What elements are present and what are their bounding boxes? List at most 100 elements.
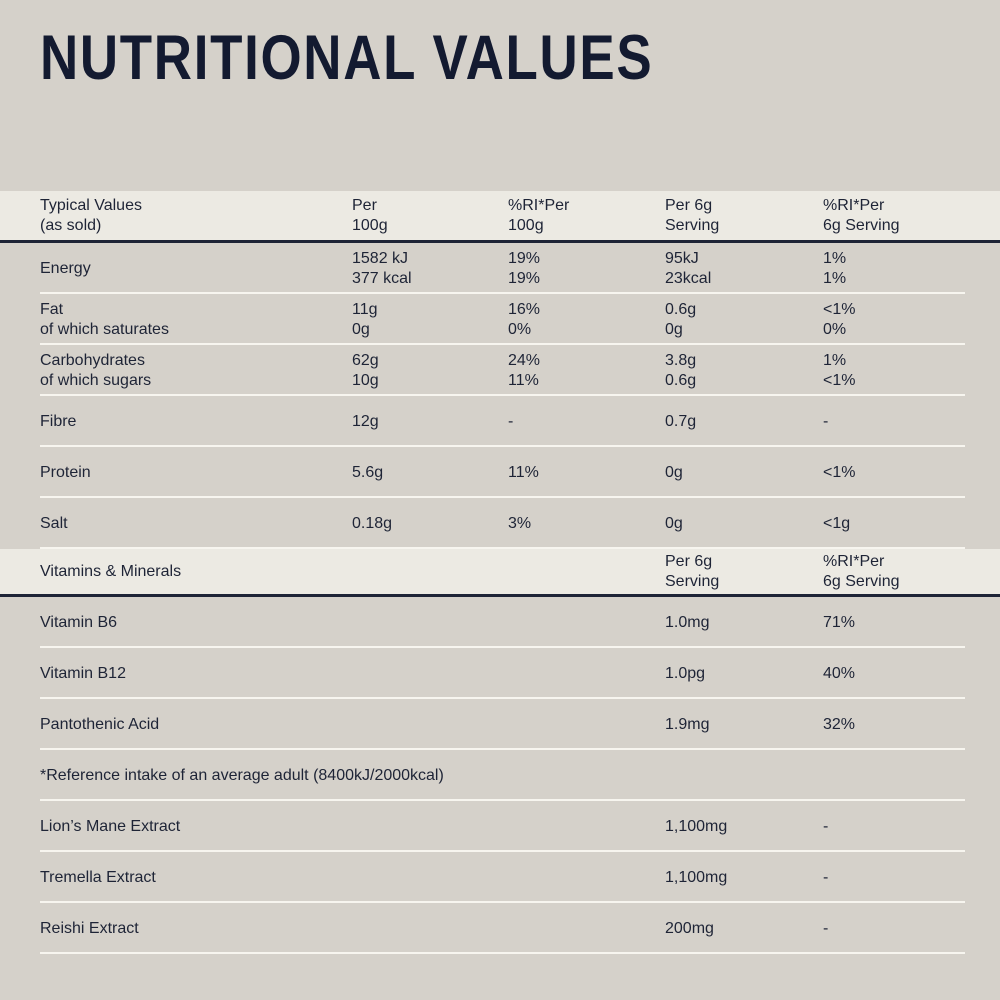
cell-per-6g: 0.7g xyxy=(665,396,823,447)
cell-per-6g: 0g xyxy=(665,447,823,498)
cell-line: 0% xyxy=(508,320,532,338)
cell-line: 10g xyxy=(352,371,379,389)
cell-line: 24% xyxy=(508,351,541,369)
header-cell-ri-per-6g: %RI*Per 6g Serving xyxy=(823,191,1000,240)
cell-per-100g: 1582 kJ 377 kcal xyxy=(352,243,508,294)
cell-line: - xyxy=(823,817,829,835)
cell-line: *Reference intake of an average adult (8… xyxy=(40,766,444,784)
cell-line: 1.0mg xyxy=(665,613,710,631)
row-fat: Fat of which saturates 11g 0g 16% 0% 0.6… xyxy=(0,294,1000,345)
row-reishi-extract: Reishi Extract 200mg - xyxy=(0,903,1000,954)
cell-line: 3.8g xyxy=(665,351,697,369)
cell-line: Vitamin B12 xyxy=(40,664,126,682)
row-fibre: Fibre 12g - 0.7g - xyxy=(0,396,1000,447)
cell-line: - xyxy=(823,919,829,937)
cell-ri-6g: 71% xyxy=(823,597,1000,648)
row-pantothenic-acid: Pantothenic Acid 1.9mg 32% xyxy=(0,699,1000,750)
cell-ri-100g: - xyxy=(508,396,665,447)
cell-line: 11g xyxy=(352,300,378,318)
header-line: Typical Values xyxy=(40,196,142,214)
cell-line: 1,100mg xyxy=(665,817,728,835)
cell-line: Protein xyxy=(40,463,91,481)
cell-line: 16% xyxy=(508,300,541,318)
cell-line: <1% xyxy=(823,300,856,318)
cell-line: <1% xyxy=(823,463,856,481)
cell-label: Reishi Extract xyxy=(40,903,352,954)
cell-line: 23kcal xyxy=(665,269,712,287)
header-cell-ri-per-100g: %RI*Per 100g xyxy=(508,191,665,240)
cell-line: 1% xyxy=(823,351,847,369)
cell-label: Fat of which saturates xyxy=(40,294,352,345)
header-cell-vitamins-minerals: Vitamins & Minerals xyxy=(40,549,352,594)
cell-ri-6g: 32% xyxy=(823,699,1000,750)
cell-line: 0.6g xyxy=(665,300,697,318)
cell-line: - xyxy=(823,868,829,886)
header-line: Vitamins & Minerals xyxy=(40,562,182,580)
cell-label: Carbohydrates of which sugars xyxy=(40,345,352,396)
cell-ri-6g: 40% xyxy=(823,648,1000,699)
cell-per-6g: 95kJ 23kcal xyxy=(665,243,823,294)
header-line: Serving xyxy=(665,572,720,590)
header-line: Per 6g xyxy=(665,552,713,570)
row-vitamin-b12: Vitamin B12 1.0pg 40% xyxy=(0,648,1000,699)
cell-per-100g: 11g 0g xyxy=(352,294,508,345)
cell-per-100g: 62g 10g xyxy=(352,345,508,396)
cell-line: Pantothenic Acid xyxy=(40,715,160,733)
header-cell-ri-per-6g: %RI*Per 6g Serving xyxy=(823,549,1000,594)
cell-ri-100g: 24% 11% xyxy=(508,345,665,396)
cell-ri-100g: 3% xyxy=(508,498,665,549)
cell-line: 11% xyxy=(508,463,539,481)
row-salt: Salt 0.18g 3% 0g <1g xyxy=(0,498,1000,549)
cell-line: 377 kcal xyxy=(352,269,412,287)
cell-label: Vitamin B12 xyxy=(40,648,352,699)
cell-line: 1% xyxy=(823,269,847,287)
cell-per-100g: 0.18g xyxy=(352,498,508,549)
cell-line: 0.18g xyxy=(352,514,393,532)
vitamins-header-row: Vitamins & Minerals Per 6g Serving %RI*P… xyxy=(0,549,1000,597)
header-cell-typical-values: Typical Values (as sold) xyxy=(40,191,352,240)
cell-line: 62g xyxy=(352,351,379,369)
cell-line: 0g xyxy=(665,514,683,532)
header-line: Per 6g xyxy=(665,196,713,214)
cell-line: Lion’s Mane Extract xyxy=(40,817,181,835)
header-line: 100g xyxy=(508,216,544,234)
cell-line: Vitamin B6 xyxy=(40,613,118,631)
cell-line: Fibre xyxy=(40,412,77,430)
table-header-row: Typical Values (as sold) Per 100g %RI*Pe… xyxy=(0,191,1000,243)
cell-line: of which saturates xyxy=(40,320,169,338)
cell-line: 1.0pg xyxy=(665,664,706,682)
cell-line: 19% xyxy=(508,269,541,287)
header-line: 100g xyxy=(352,216,388,234)
cell-ri-6g: 1% <1% xyxy=(823,345,1000,396)
cell-per-6g: 1.0pg xyxy=(665,648,823,699)
cell-label: Energy xyxy=(40,243,352,294)
cell-line: 40% xyxy=(823,664,856,682)
page-title: NUTRITIONAL VALUES xyxy=(40,23,654,93)
cell-line: Carbohydrates xyxy=(40,351,145,369)
cell-ri-6g: <1% xyxy=(823,447,1000,498)
row-reference-note: *Reference intake of an average adult (8… xyxy=(0,750,1000,801)
cell-line: 11% xyxy=(508,371,539,389)
header-line: %RI*Per xyxy=(508,196,570,214)
cell-line: Energy xyxy=(40,259,91,277)
cell-ri-6g: - xyxy=(823,903,1000,954)
row-lions-mane-extract: Lion’s Mane Extract 1,100mg - xyxy=(0,801,1000,852)
cell-line: of which sugars xyxy=(40,371,152,389)
cell-line: <1% xyxy=(823,371,856,389)
header-line: %RI*Per xyxy=(823,552,885,570)
cell-line: Salt xyxy=(40,514,68,532)
header-line: Per xyxy=(352,196,377,214)
cell-ri-6g: 1% 1% xyxy=(823,243,1000,294)
cell-ri-6g: <1g xyxy=(823,498,1000,549)
cell-per-6g: 1.9mg xyxy=(665,699,823,750)
cell-per-6g: 3.8g 0.6g xyxy=(665,345,823,396)
cell-line: 0.6g xyxy=(665,371,697,389)
cell-line: 32% xyxy=(823,715,856,733)
cell-line: 1582 kJ xyxy=(352,249,409,267)
cell-ri-6g: - xyxy=(823,852,1000,903)
cell-per-6g: 1.0mg xyxy=(665,597,823,648)
cell-line: 0% xyxy=(823,320,847,338)
cell-ri-6g: - xyxy=(823,396,1000,447)
cell-line: Reishi Extract xyxy=(40,919,139,937)
